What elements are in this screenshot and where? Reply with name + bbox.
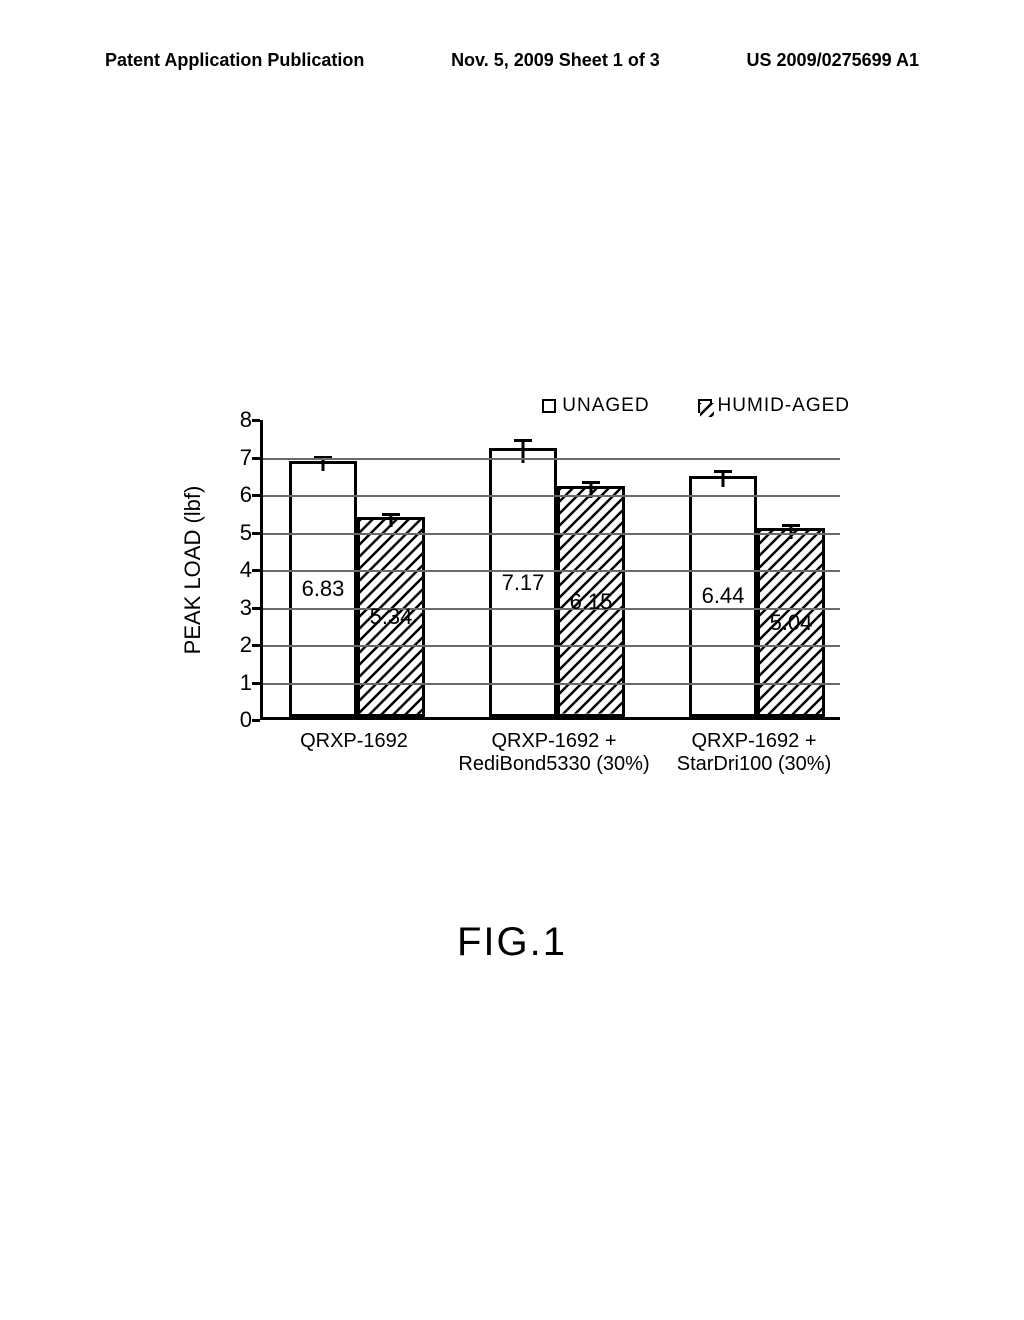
bar-chart: UNAGED HUMID-AGED PEAK LOAD (lbf) 012345… [160, 400, 880, 820]
y-tick-mark [252, 419, 260, 422]
grid-line [263, 570, 840, 572]
y-axis-label: PEAK LOAD (lbf) [180, 486, 206, 655]
bar: 5.04 [757, 528, 825, 717]
page-header: Patent Application Publication Nov. 5, 2… [0, 0, 1024, 71]
grid-line [263, 645, 840, 647]
y-tick-mark [252, 719, 260, 722]
y-tick-label: 5 [220, 520, 252, 546]
bar: 7.17 [489, 448, 557, 717]
error-bar-cap [782, 524, 800, 527]
y-tick-mark [252, 607, 260, 610]
y-tick-mark [252, 532, 260, 535]
bar-value-label: 6.83 [302, 576, 345, 602]
y-tick-mark [252, 457, 260, 460]
x-axis-category-label: QRXP-1692 +StarDri100 (30%) [644, 730, 864, 776]
header-left: Patent Application Publication [105, 50, 364, 71]
error-bar-cap [514, 439, 532, 442]
legend-label: HUMID-AGED [718, 395, 850, 417]
bar-value-label: 6.44 [702, 583, 745, 609]
grid-line [263, 458, 840, 460]
y-tick-mark [252, 644, 260, 647]
error-bar-stem [522, 439, 525, 463]
y-tick-mark [252, 494, 260, 497]
grid-line [263, 495, 840, 497]
error-bar-cap [714, 470, 732, 473]
y-tick-label: 4 [220, 557, 252, 583]
bar-value-label: 6.15 [570, 589, 613, 615]
y-tick-mark [252, 569, 260, 572]
bar: 5.34 [357, 517, 425, 717]
y-tick-label: 7 [220, 445, 252, 471]
bar-value-label: 7.17 [502, 570, 545, 596]
y-tick-mark [252, 682, 260, 685]
error-bar-cap [382, 513, 400, 516]
grid-line [263, 683, 840, 685]
legend-swatch-unaged [542, 399, 556, 413]
legend-swatch-humid-aged [698, 399, 712, 413]
x-axis-category-label: QRXP-1692 +RediBond5330 (30%) [444, 730, 664, 776]
plot-area: 6.83 5.34 7.17 6.15 6.44 5.04 [260, 420, 840, 720]
grid-line [263, 608, 840, 610]
y-tick-label: 3 [220, 595, 252, 621]
figure-caption: FIG.1 [0, 920, 1024, 965]
y-tick-label: 8 [220, 407, 252, 433]
header-center: Nov. 5, 2009 Sheet 1 of 3 [451, 50, 660, 71]
x-axis-category-label: QRXP-1692 [244, 730, 464, 753]
bars-container: 6.83 5.34 7.17 6.15 6.44 5.04 [263, 420, 840, 717]
bar-value-label: 5.34 [370, 604, 413, 630]
legend-item-unaged: UNAGED [542, 395, 649, 417]
y-tick-label: 2 [220, 632, 252, 658]
error-bar-cap [582, 481, 600, 484]
bar: 6.44 [689, 476, 757, 718]
legend-label: UNAGED [562, 395, 649, 417]
y-tick-label: 1 [220, 670, 252, 696]
y-tick-label: 6 [220, 482, 252, 508]
grid-line [263, 533, 840, 535]
legend-item-humid-aged: HUMID-AGED [698, 395, 850, 417]
chart-legend: UNAGED HUMID-AGED [542, 395, 850, 417]
bar: 6.83 [289, 461, 357, 717]
bar-value-label: 5.04 [770, 610, 813, 636]
header-right: US 2009/0275699 A1 [747, 50, 919, 71]
